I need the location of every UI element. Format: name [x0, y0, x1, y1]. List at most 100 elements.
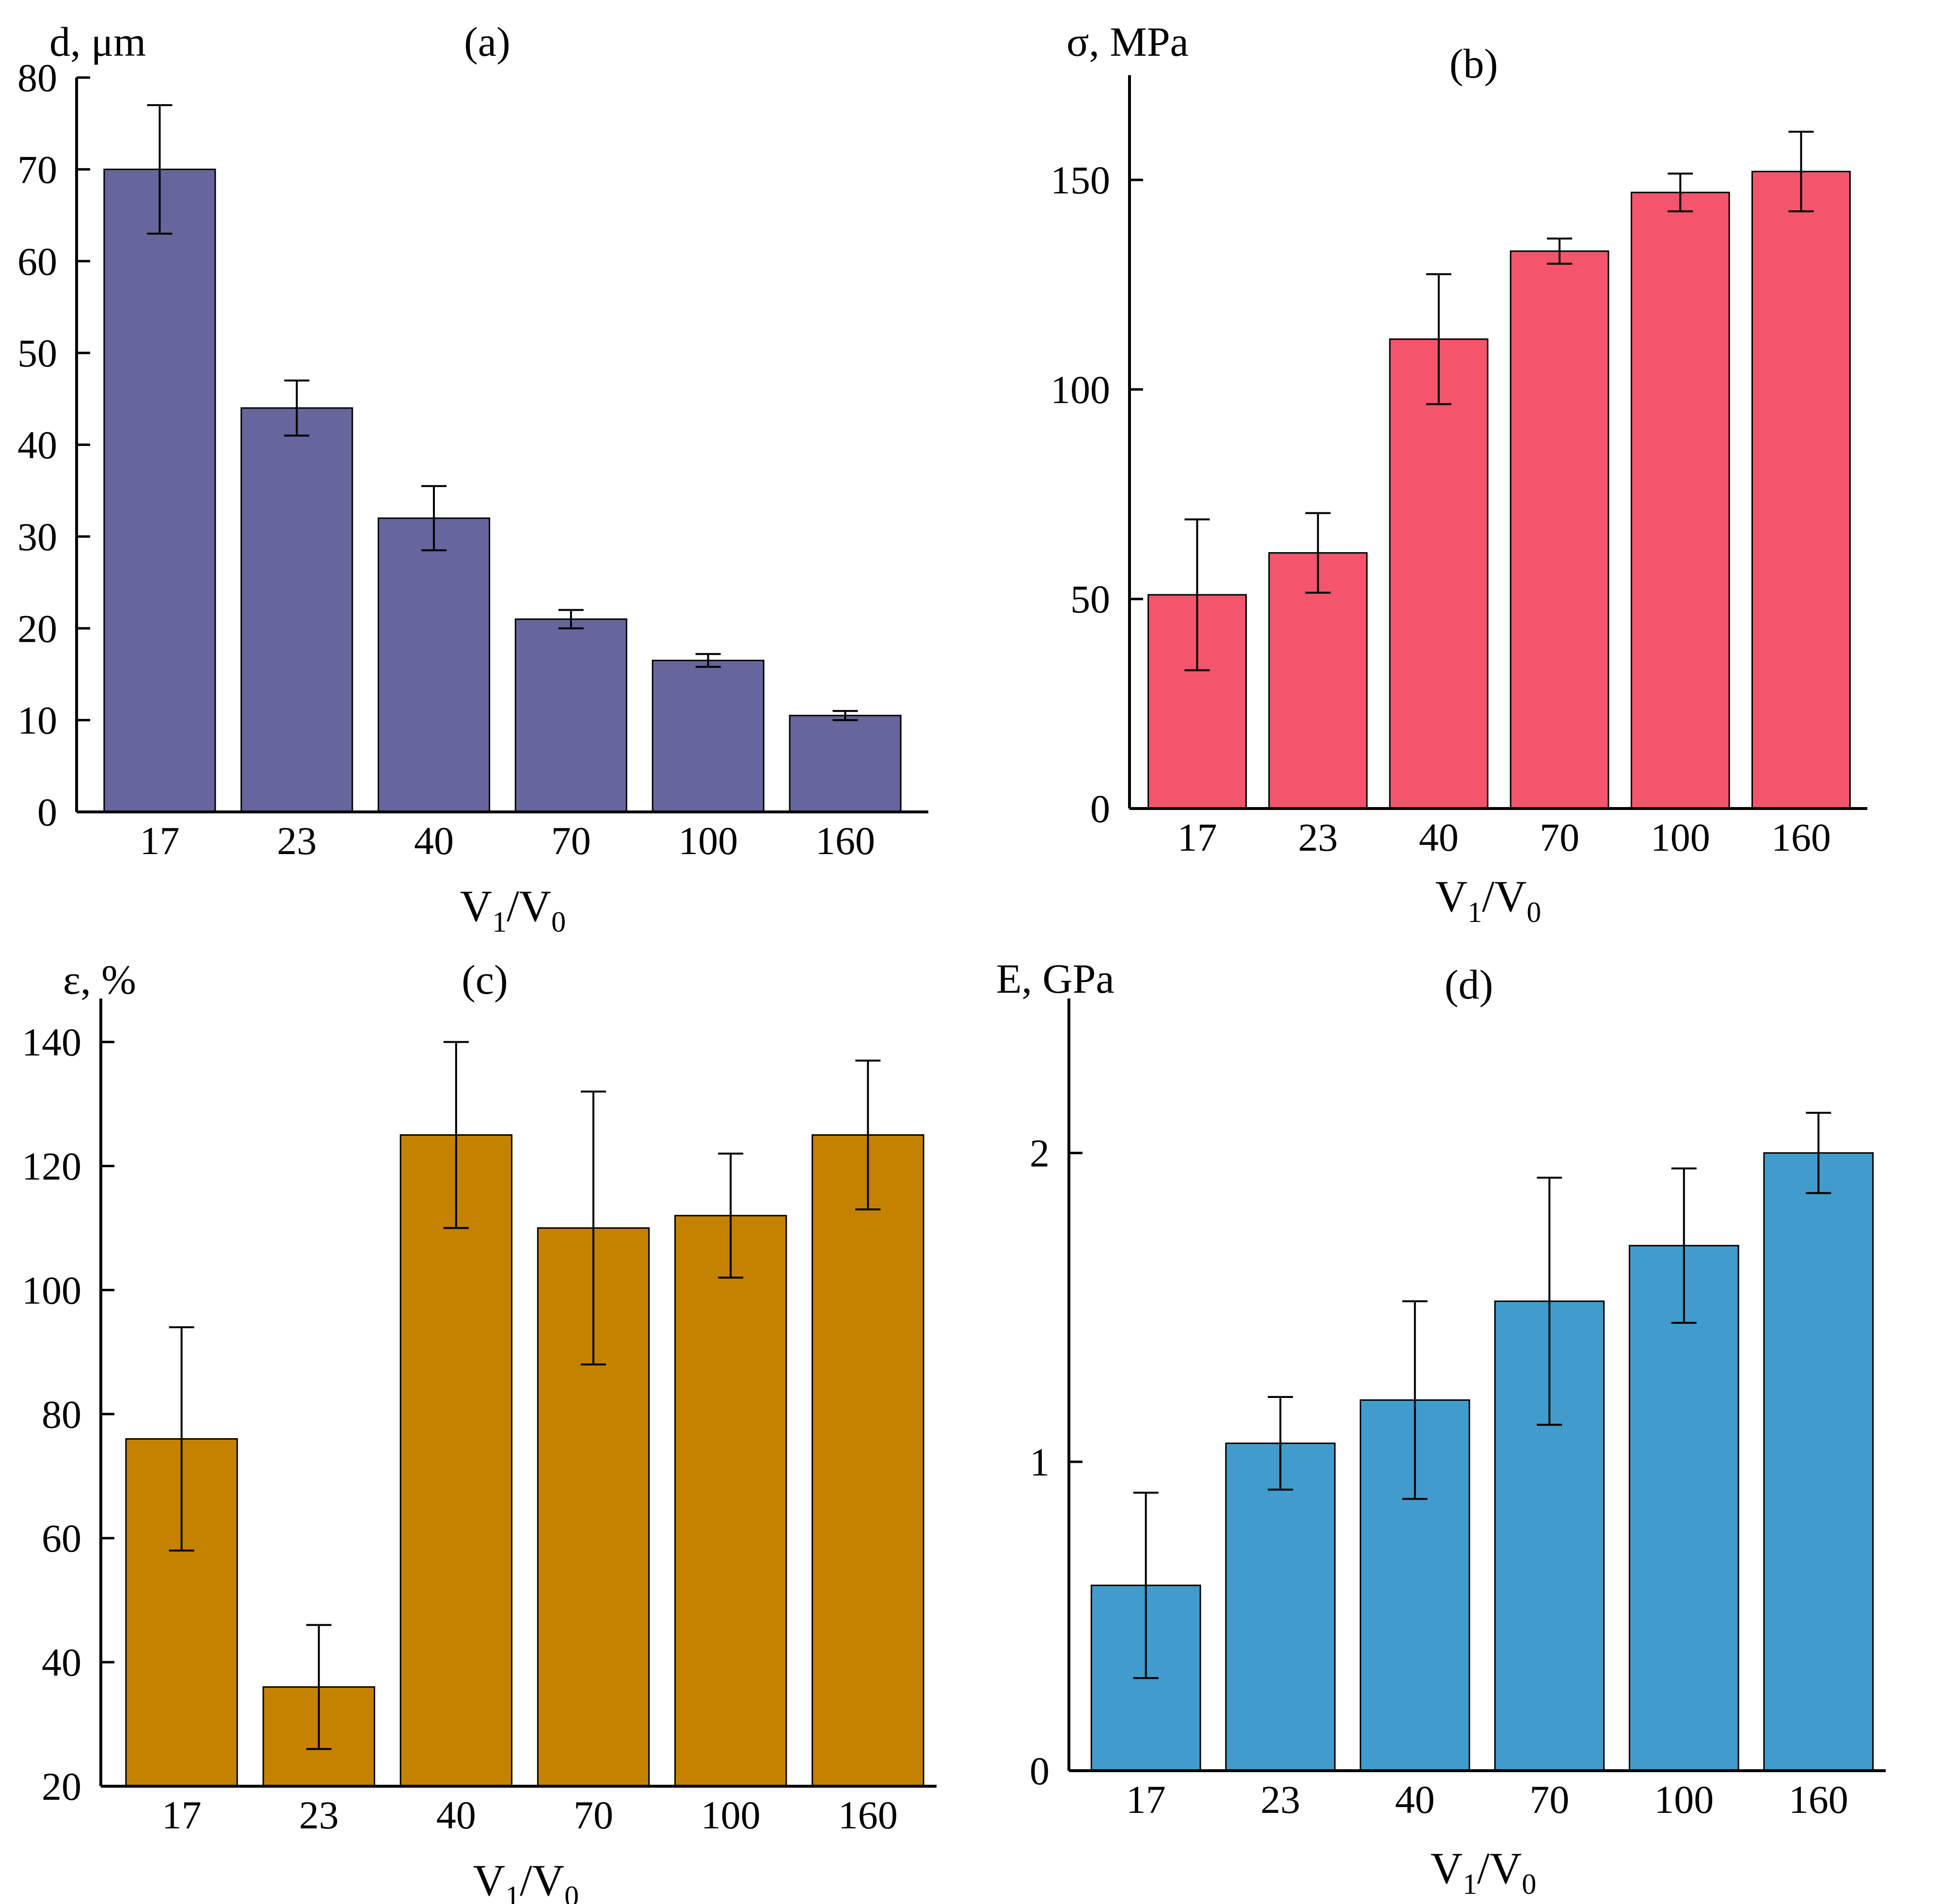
y-tick-label: 80: [17, 56, 57, 100]
bar-160: [1751, 171, 1851, 809]
x-axis-title-slash: /: [1477, 1843, 1490, 1893]
x-tick-label: 23: [277, 819, 317, 863]
panel-label: (a): [464, 18, 510, 65]
y-tick-label: 80: [42, 1392, 81, 1436]
x-tick-label: 70: [1540, 815, 1579, 859]
x-axis-title-v: V: [1435, 872, 1467, 921]
y-tick-label: 10: [17, 698, 57, 743]
x-axis-title-sub2: 0: [1522, 1868, 1536, 1900]
y-tick-label: 0: [1030, 1749, 1050, 1793]
bar-40: [1389, 338, 1489, 809]
panel-label: (d): [1445, 961, 1493, 1008]
bar-160: [811, 1134, 924, 1787]
error-bar-160: [1806, 1111, 1831, 1194]
error-bar-100: [1668, 173, 1693, 212]
y-tick-label: 30: [17, 515, 57, 559]
x-tick-label: 100: [1651, 815, 1710, 859]
x-axis-title-sub1: 1: [505, 1880, 520, 1904]
x-tick-label: 40: [1395, 1777, 1435, 1822]
x-tick-label: 17: [162, 1793, 202, 1837]
error-bar-17: [1184, 518, 1210, 671]
y-tick-label: 60: [42, 1516, 81, 1560]
error-bar-70: [581, 1090, 606, 1365]
y-tick-label: 120: [22, 1144, 81, 1188]
x-axis-title-v: V: [1431, 1843, 1463, 1893]
x-axis-title: V1/V0: [473, 1856, 579, 1904]
error-bar-23: [1305, 512, 1331, 594]
y-axis-title: E, GPa: [996, 955, 1114, 1002]
y-tick-label: 150: [1050, 158, 1110, 202]
bar-17: [103, 168, 216, 813]
x-axis-title-sub1: 1: [492, 906, 507, 938]
bar-160: [789, 714, 902, 813]
x-tick-label: 70: [573, 1793, 613, 1837]
y-tick-label: 70: [17, 147, 57, 191]
error-bar-160: [855, 1059, 881, 1211]
x-tick-label: 40: [436, 1793, 476, 1837]
panel-label: (b): [1449, 40, 1498, 87]
error-bar-40: [1426, 273, 1451, 405]
error-bar-23: [306, 1624, 332, 1750]
bar-23: [240, 407, 353, 813]
x-tick-label: 17: [1126, 1777, 1166, 1822]
x-tick-label: 23: [1298, 815, 1338, 859]
error-bar-70: [558, 609, 584, 630]
x-axis-title-v2: V: [1495, 872, 1527, 921]
x-axis-title-slash: /: [520, 1856, 532, 1904]
x-tick-label: 40: [414, 819, 454, 863]
bar-160: [1763, 1152, 1874, 1772]
bar-100: [652, 660, 764, 813]
bar-100: [1630, 191, 1730, 809]
error-bar-100: [1671, 1167, 1697, 1324]
x-axis-title-sub1: 1: [1467, 896, 1482, 928]
error-bar-100: [695, 653, 721, 668]
x-axis-title-v2: V: [532, 1856, 564, 1904]
y-tick-label: 2: [1030, 1131, 1050, 1175]
panel-c: 17 23 40 70 100 160 20 40 60 80 100 120 140 ε, % (c) V1…: [22, 956, 937, 1904]
error-bar-17: [169, 1326, 194, 1552]
y-tick-label: 140: [22, 1020, 81, 1064]
y-tick-label: 60: [17, 239, 57, 284]
x-axis-title-v: V: [473, 1856, 505, 1904]
x-axis-title: V1/V0: [1435, 872, 1541, 928]
y-tick-label: 100: [1050, 367, 1110, 412]
x-axis-title: V1/V0: [460, 881, 566, 938]
y-tick-label: 100: [22, 1268, 81, 1312]
x-tick-label: 100: [1654, 1777, 1714, 1822]
bar-23: [1225, 1443, 1336, 1772]
x-tick-label: 40: [1419, 815, 1459, 859]
error-bar-40: [421, 485, 447, 552]
x-axis-title-sub2: 0: [1527, 896, 1541, 928]
error-bar-40: [443, 1041, 469, 1229]
y-axis-title: ε, %: [63, 956, 136, 1003]
x-axis-title: V1/V0: [1431, 1843, 1536, 1900]
error-bar-70: [1547, 238, 1573, 265]
bar-70: [1510, 250, 1609, 809]
x-tick-label: 17: [140, 819, 179, 863]
error-bar-23: [1268, 1396, 1293, 1491]
y-tick-label: 0: [37, 790, 57, 834]
x-tick-label: 100: [701, 1793, 761, 1837]
y-tick-label: 40: [17, 423, 57, 467]
error-bar-160: [1788, 130, 1814, 212]
x-axis-title-v2: V: [519, 881, 551, 931]
error-bar-160: [832, 710, 858, 721]
bar-70: [514, 618, 627, 813]
x-axis-title-slash: /: [1482, 872, 1495, 921]
y-tick-label: 20: [17, 606, 57, 651]
error-bar-17: [147, 104, 173, 235]
y-tick-label: 1: [1030, 1440, 1050, 1484]
y-tick-label: 20: [42, 1764, 81, 1809]
x-tick-label: 70: [551, 819, 591, 863]
y-axis-title: d, μm: [49, 18, 146, 65]
error-bar-70: [1537, 1176, 1562, 1426]
bar-40: [399, 1134, 513, 1787]
x-tick-label: 160: [1789, 1777, 1848, 1822]
y-tick-label: 50: [17, 331, 57, 375]
y-tick-label: 0: [1090, 787, 1110, 831]
x-axis-title-sub2: 0: [551, 906, 566, 938]
y-tick-label: 50: [1070, 577, 1110, 621]
x-tick-label: 160: [1771, 815, 1831, 859]
